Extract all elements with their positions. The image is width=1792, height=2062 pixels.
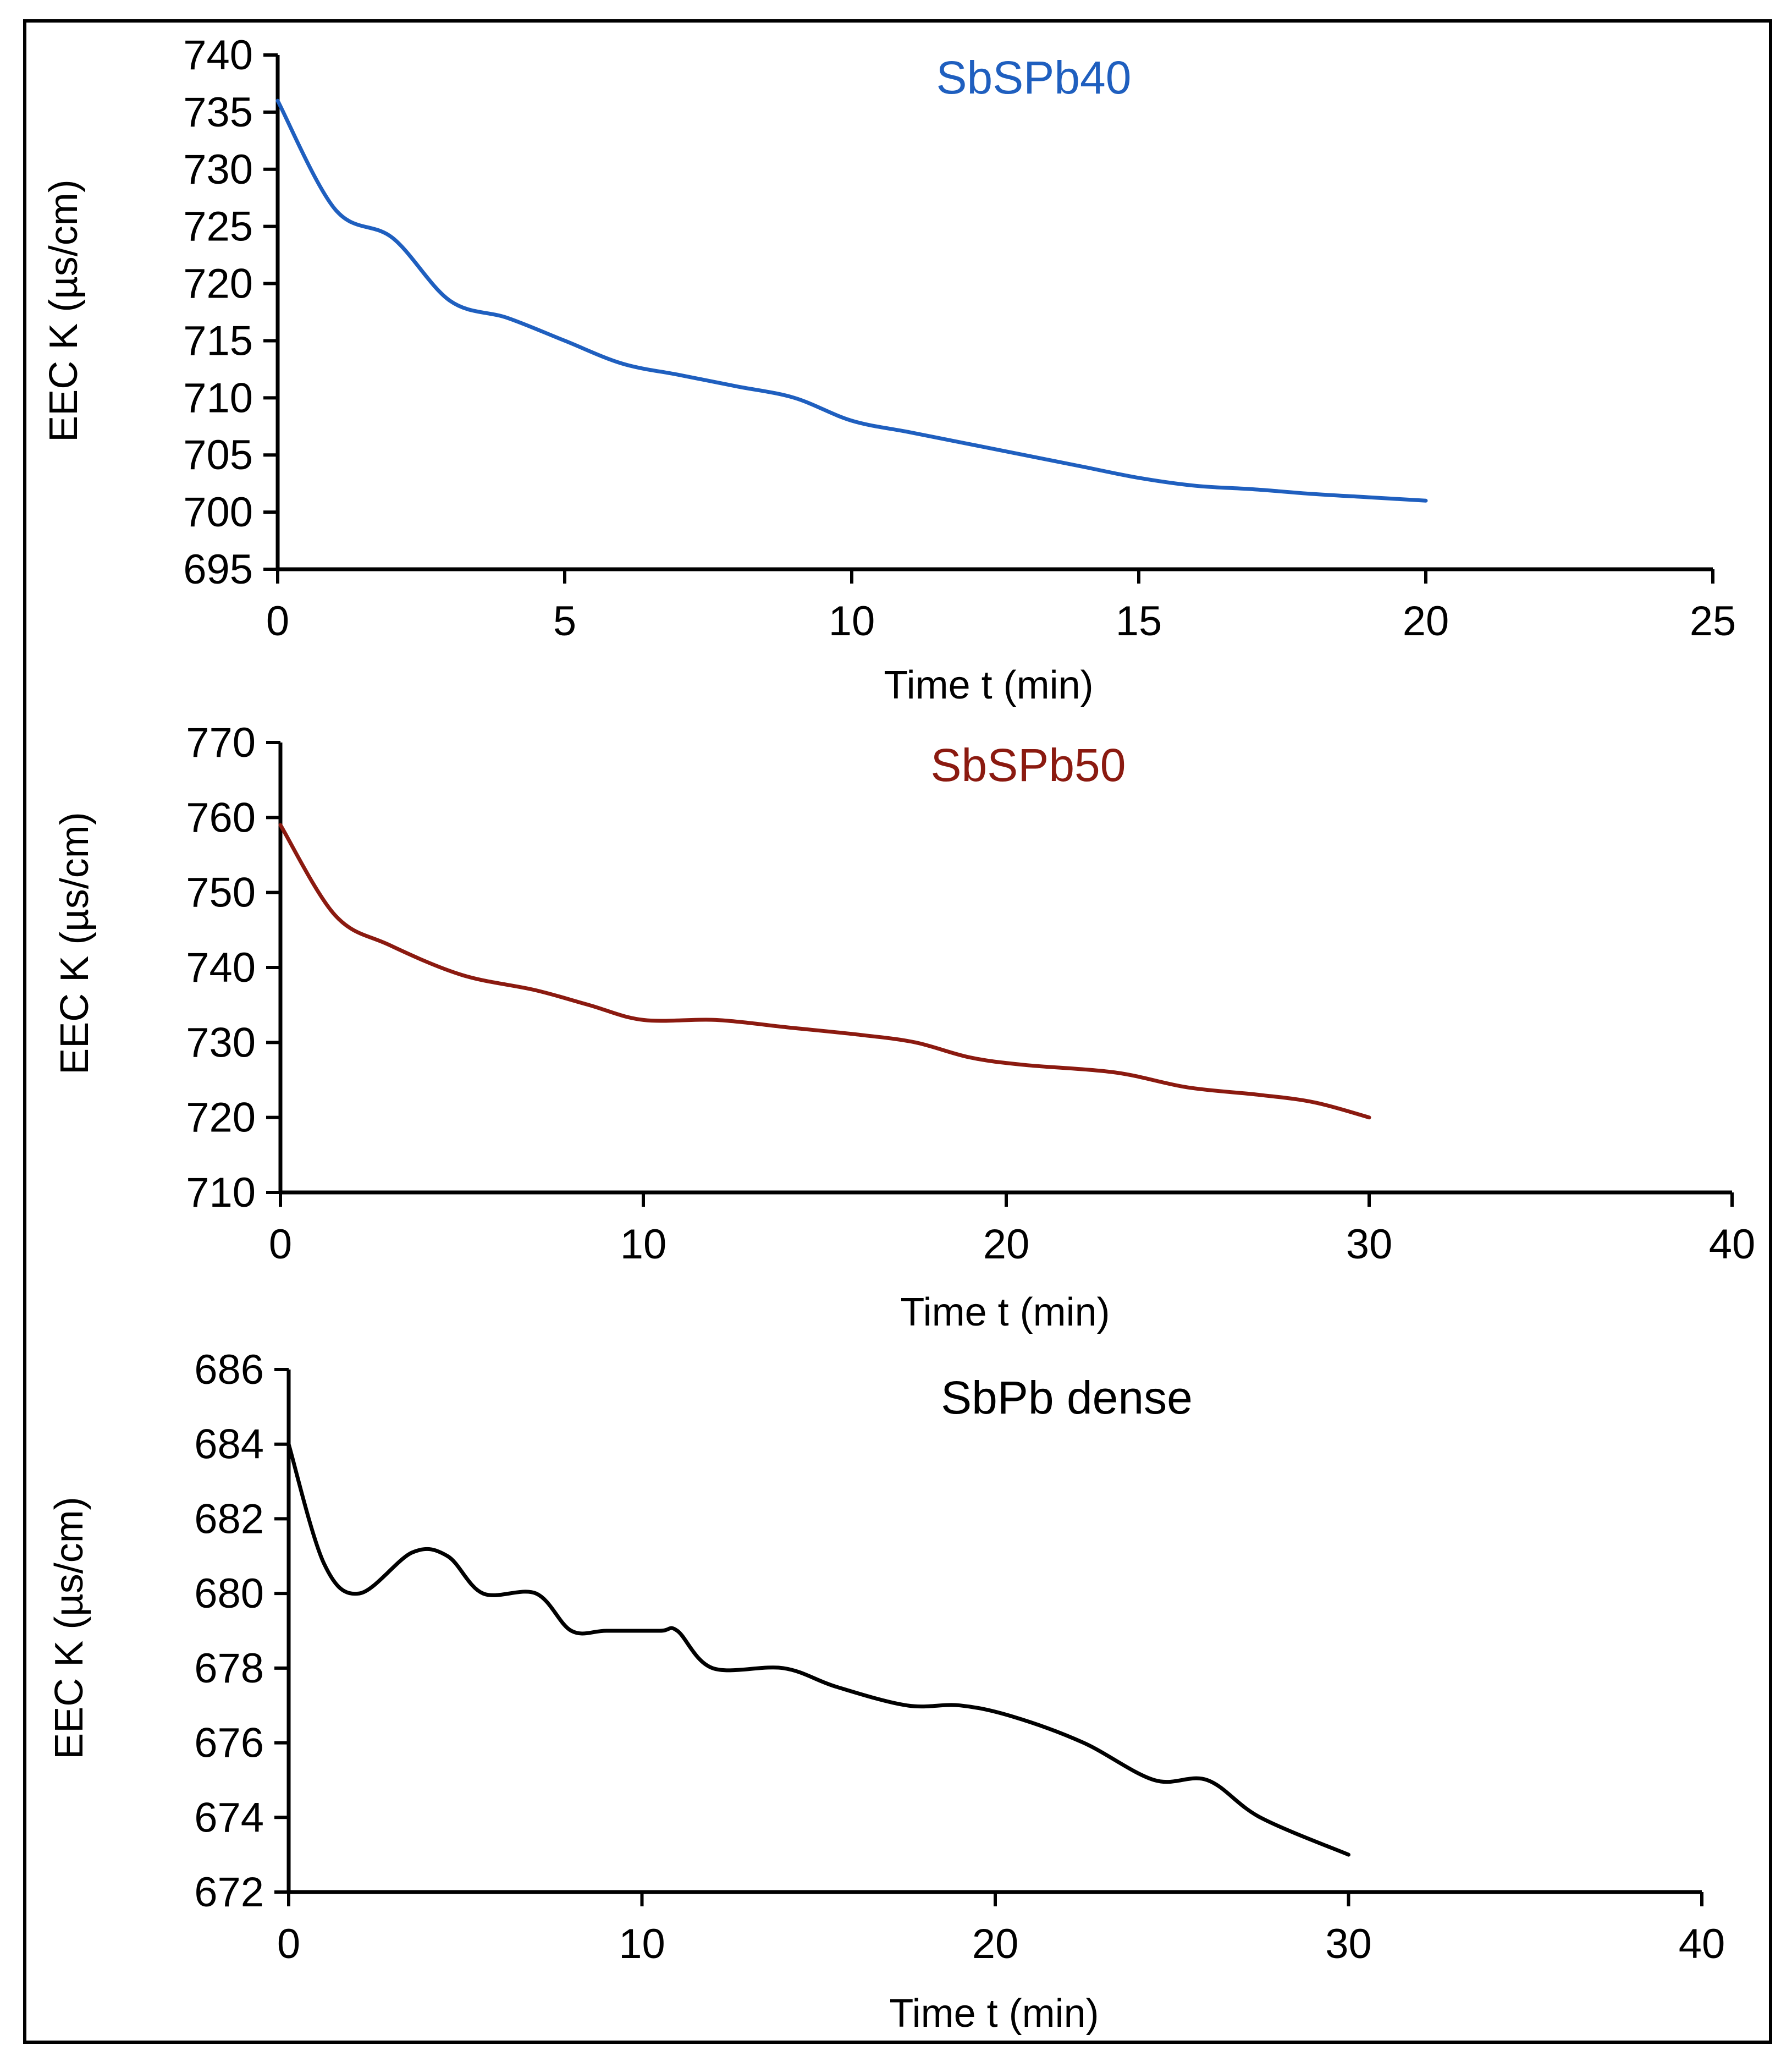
y-axis-label: EEC K (µs/cm) [42, 179, 86, 442]
series-line [286, 1442, 1350, 1857]
chart-title: SbSPb40 [936, 52, 1132, 103]
y-tick-label: 710 [186, 1169, 256, 1216]
y-tick-label: 715 [183, 317, 253, 364]
axes [286, 1370, 1702, 1894]
y-tick-label: 686 [194, 1346, 264, 1393]
y-tick-label: 676 [194, 1720, 264, 1767]
x-axis-label: Time t (min) [900, 1290, 1110, 1334]
axes [275, 55, 1713, 571]
x-tick-label: 20 [972, 1921, 1019, 1967]
x-axis-label: Time t (min) [884, 663, 1093, 707]
y-tick-label: 682 [194, 1495, 264, 1542]
y-tick-label: 740 [183, 32, 253, 79]
y-tick-label: 725 [183, 204, 253, 250]
y-tick-label: 684 [194, 1421, 264, 1468]
axis-ticks: 672 674 676 678 680 682 684 686 0 10 20 30 40 [194, 1346, 1725, 1967]
x-tick-label: 0 [269, 1221, 292, 1268]
y-tick-label: 710 [183, 375, 253, 421]
y-tick-label: 730 [186, 1019, 256, 1066]
figure-frame [23, 19, 1772, 2044]
x-tick-label: 0 [277, 1921, 300, 1967]
series-line [275, 98, 1428, 503]
y-tick-label: 730 [183, 146, 253, 193]
y-tick-label: 720 [186, 1095, 256, 1141]
y-tick-label: 672 [194, 1869, 264, 1916]
x-tick-label: 25 [1690, 598, 1736, 645]
y-tick-label: 740 [186, 944, 256, 991]
x-tick-label: 30 [1325, 1921, 1372, 1967]
y-tick-label: 680 [194, 1570, 264, 1617]
x-tick-label: 20 [1403, 598, 1449, 645]
y-tick-label: 750 [186, 870, 256, 916]
x-tick-label: 5 [553, 598, 576, 645]
y-tick-label: 760 [186, 794, 256, 841]
series [275, 98, 1428, 503]
x-tick-label: 10 [829, 598, 875, 645]
x-axis-label: Time t (min) [889, 1992, 1099, 2036]
axes [278, 743, 1732, 1195]
x-tick-label: 40 [1709, 1221, 1756, 1268]
x-tick-label: 0 [266, 598, 289, 645]
chart-sbspb40: SbSPb40 EEC K (µs/cm) Time t (min) 695 70… [42, 32, 1736, 707]
series [286, 1442, 1350, 1857]
y-tick-label: 678 [194, 1645, 264, 1692]
chart-title: SbPb dense [941, 1372, 1193, 1423]
chart-sbspb50: SbSPb50 EEC K (µs/cm) Time t (min) 710 72… [53, 719, 1755, 1334]
x-tick-label: 20 [983, 1221, 1030, 1268]
y-tick-label: 705 [183, 432, 253, 479]
y-tick-label: 674 [194, 1794, 264, 1841]
y-axis-label: EEC K (µs/cm) [47, 1497, 91, 1759]
chart-sbpb-dense: SbPb dense EEC K (µs/cm) Time t (min) 67… [47, 1346, 1725, 2036]
series [278, 823, 1371, 1120]
series-line [278, 823, 1371, 1120]
chart-title: SbSPb50 [931, 739, 1126, 791]
y-tick-label: 720 [183, 261, 253, 307]
y-axis-label: EEC K (µs/cm) [53, 812, 97, 1075]
y-tick-label: 735 [183, 89, 253, 136]
y-tick-label: 770 [186, 719, 256, 766]
y-tick-label: 700 [183, 489, 253, 536]
axis-ticks: 710 720 730 740 750 760 770 0 10 20 30 40 [186, 719, 1755, 1268]
axis-ticks: 695 700 705 710 715 720 725 730 735 740 0 5 10 15 20 25 [183, 32, 1736, 645]
x-tick-label: 40 [1679, 1921, 1725, 1967]
y-tick-label: 695 [183, 546, 253, 593]
x-tick-label: 10 [619, 1921, 665, 1967]
x-tick-label: 15 [1116, 598, 1162, 645]
x-tick-label: 10 [620, 1221, 667, 1268]
x-tick-label: 30 [1346, 1221, 1393, 1268]
